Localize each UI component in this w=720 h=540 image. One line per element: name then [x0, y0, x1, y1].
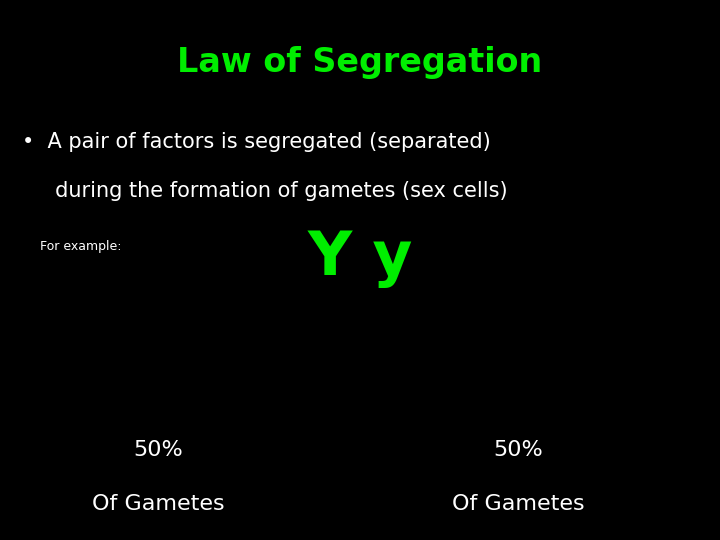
- Text: Of Gametes: Of Gametes: [92, 494, 225, 514]
- Text: 50%: 50%: [493, 440, 544, 460]
- Text: during the formation of gametes (sex cells): during the formation of gametes (sex cel…: [22, 181, 507, 201]
- Text: 50%: 50%: [133, 440, 184, 460]
- Text: Of Gametes: Of Gametes: [452, 494, 585, 514]
- Text: For example:: For example:: [40, 240, 121, 253]
- Text: Law of Segregation: Law of Segregation: [177, 46, 543, 79]
- Text: •  A pair of factors is segregated (separated): • A pair of factors is segregated (separ…: [22, 132, 490, 152]
- Text: Y y: Y y: [307, 230, 413, 288]
